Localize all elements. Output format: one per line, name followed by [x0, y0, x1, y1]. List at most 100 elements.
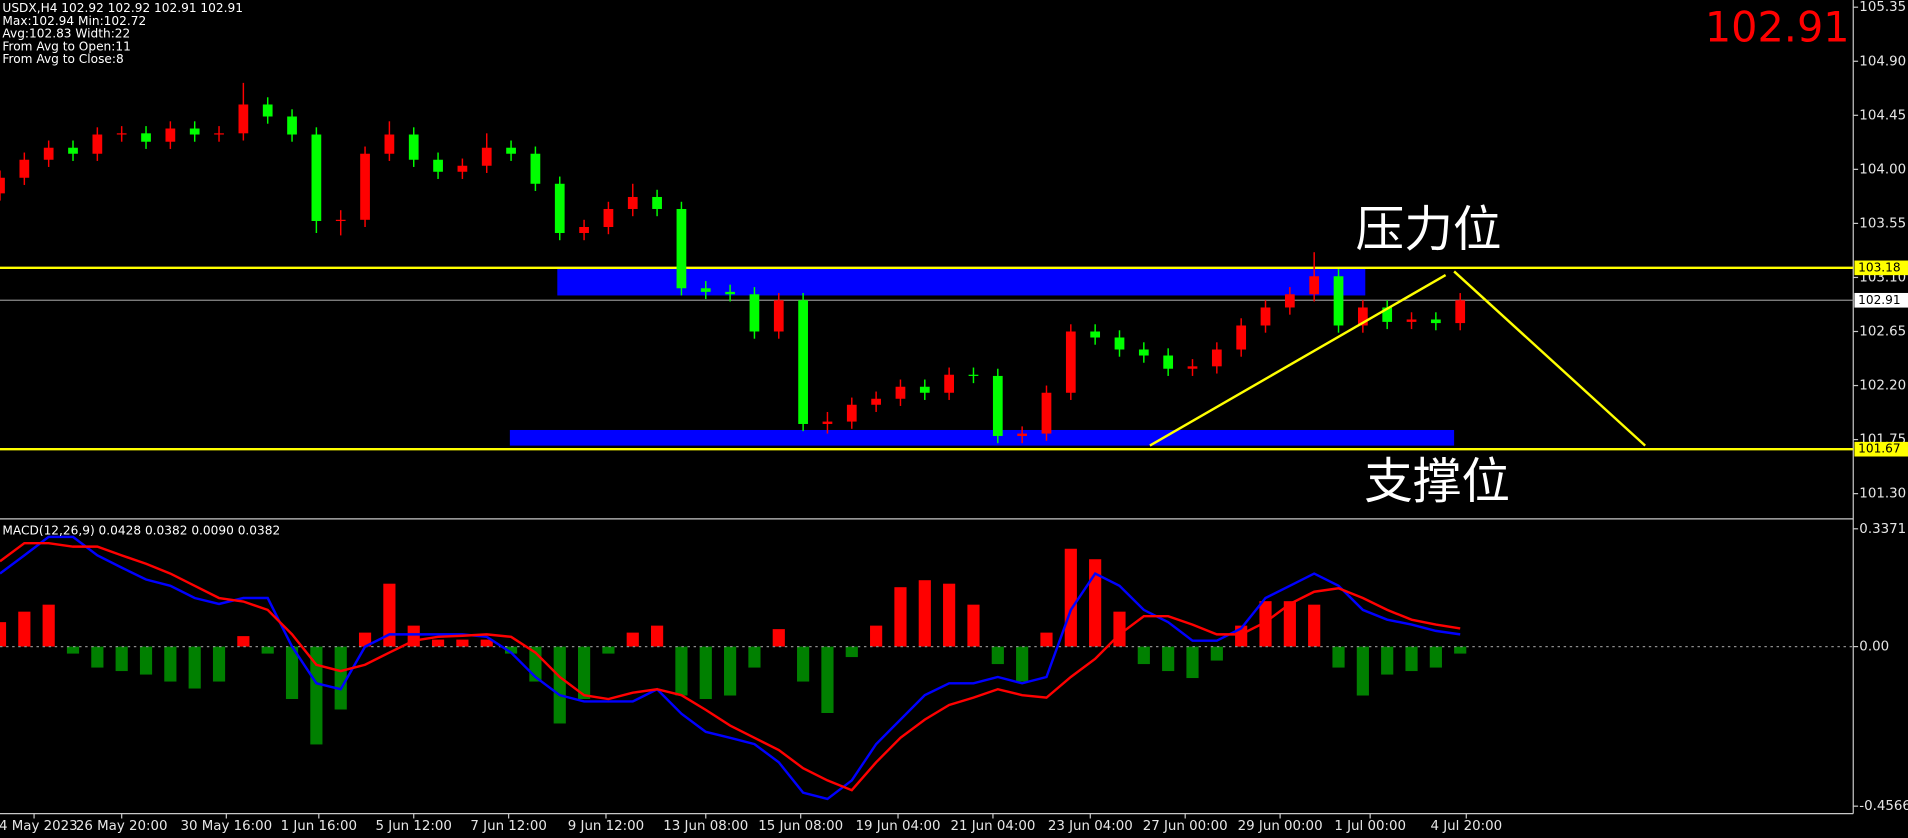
y-tick-label: -0.4566: [1859, 799, 1908, 814]
histogram-bar: [1113, 611, 1126, 647]
candle-body: [92, 134, 103, 154]
candle-body: [1211, 349, 1222, 367]
y-tick-label: 104.00: [1859, 162, 1906, 177]
x-tick-label: 26 May 20:00: [76, 819, 168, 834]
candle-body: [189, 128, 200, 135]
trend-line: [1453, 270, 1646, 447]
candle-body: [481, 147, 492, 166]
candle-body: [1309, 276, 1320, 295]
x-tick-label: 19 Jun 04:00: [856, 819, 941, 834]
candle-body: [1333, 276, 1344, 326]
x-tick-label: 23 Jun 04:00: [1048, 819, 1133, 834]
candle-body: [43, 147, 54, 160]
histogram-bar: [1040, 632, 1053, 647]
x-tick-label: 4 Jul 20:00: [1430, 819, 1502, 834]
y-tick-label: 0.3371: [1859, 522, 1906, 537]
histogram-bar: [967, 604, 980, 647]
level-label: 103.18: [1858, 260, 1901, 274]
histogram-bar: [797, 646, 810, 682]
level-label-box: [1854, 292, 1908, 308]
candle-body: [1284, 294, 1295, 308]
histogram-bar: [1186, 646, 1199, 679]
histogram-bar: [602, 646, 615, 654]
candle-body: [1187, 366, 1198, 369]
current-price: 102.91: [1705, 3, 1850, 51]
candle-body: [992, 375, 1003, 436]
level-label-box: [1854, 441, 1908, 457]
histogram-bar: [188, 646, 201, 689]
histogram-bar: [431, 639, 445, 647]
histogram-bar: [918, 580, 931, 647]
histogram-bar: [821, 646, 834, 713]
candle-body: [1090, 331, 1101, 338]
histogram-bar: [1283, 601, 1296, 647]
info-line: From Avg to Open:11: [2, 39, 130, 53]
y-tick-label: 104.45: [1859, 108, 1906, 123]
zone: [509, 429, 1455, 446]
histogram-bar: [1332, 646, 1345, 668]
histogram-bar: [1381, 646, 1394, 675]
candle-body: [822, 421, 833, 424]
histogram-bar: [845, 646, 858, 658]
candle-body: [506, 147, 516, 154]
candle-body: [725, 291, 735, 295]
candle-body: [214, 133, 224, 135]
candle-body: [968, 374, 979, 376]
histogram-bar: [212, 646, 226, 682]
y-tick-label: 0.00: [1859, 640, 1889, 655]
histogram-bar: [577, 646, 591, 700]
candle-body: [554, 183, 565, 234]
histogram-bar: [18, 611, 31, 647]
candle-body: [773, 300, 784, 332]
candle-body: [652, 196, 662, 209]
candle-body: [457, 165, 468, 172]
histogram-bar: [504, 646, 518, 654]
zone: [557, 267, 1366, 296]
candle-body: [287, 116, 297, 135]
candle-body: [433, 159, 443, 172]
level-label-box: [1854, 260, 1908, 276]
histogram-bar: [66, 646, 80, 654]
candle-body: [1138, 349, 1149, 356]
candle-body: [238, 104, 249, 134]
histogram-bar: [1308, 604, 1321, 647]
candle-body: [360, 153, 370, 220]
histogram-bar: [115, 646, 128, 672]
histogram-bar: [164, 646, 177, 682]
annotation: 支撑位: [1364, 454, 1510, 510]
x-tick-label: 21 Jun 04:00: [950, 819, 1035, 834]
histogram-bar: [724, 646, 737, 696]
x-tick-label: 13 Jun 08:00: [663, 819, 748, 834]
info-line: Avg:102.83 Width:22: [2, 27, 130, 41]
candle-body: [1163, 355, 1174, 369]
candle-body: [700, 288, 711, 292]
histogram-bar: [358, 632, 372, 647]
histogram-bar: [1137, 646, 1150, 665]
histogram-bar: [1429, 646, 1442, 668]
histogram-bar: [1089, 559, 1102, 647]
x-tick-label: 24 May 2023: [0, 819, 78, 834]
histogram-bar: [237, 636, 250, 647]
candle-body: [0, 177, 5, 194]
y-tick-label: 103.55: [1859, 216, 1906, 231]
x-tick-label: 30 May 16:00: [180, 819, 272, 834]
macd-title: MACD(12,26,9) 0.0428 0.0382 0.0090 0.038…: [2, 524, 280, 538]
histogram-bar: [772, 629, 785, 647]
x-tick-label: 15 Jun 08:00: [758, 819, 843, 834]
histogram-bar: [285, 646, 299, 700]
y-tick-label: 104.90: [1859, 54, 1906, 69]
candle-body: [1357, 307, 1368, 326]
histogram-bar: [1259, 601, 1272, 647]
level-label: 101.67: [1858, 442, 1901, 456]
histogram-bar: [383, 583, 396, 647]
histogram-bar: [1162, 646, 1175, 672]
candle-body: [116, 133, 127, 135]
histogram-bar: [1454, 646, 1467, 654]
candle-body: [384, 134, 395, 154]
candle-body: [1406, 319, 1417, 322]
candle-body: [530, 153, 541, 184]
histogram-bar: [748, 646, 761, 668]
histogram-bar: [261, 646, 274, 654]
candle-body: [1431, 319, 1441, 324]
histogram-bar: [42, 604, 55, 647]
